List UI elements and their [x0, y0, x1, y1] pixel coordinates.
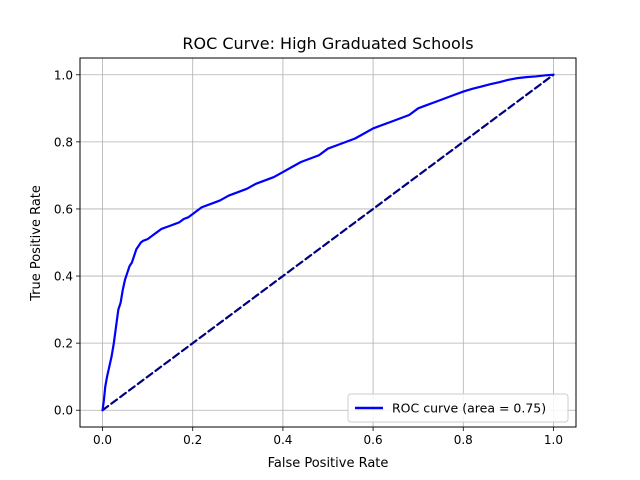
x-tick-label: 0.2: [183, 433, 202, 447]
grid-lines: [80, 58, 576, 427]
roc-curve-line: [101, 73, 555, 412]
x-tick-label: 1.0: [544, 433, 563, 447]
y-axis-label: True Positive Rate: [29, 185, 44, 302]
y-tick-label: 0.8: [54, 135, 73, 149]
y-tick-label: 0.0: [54, 404, 73, 418]
x-tick-label: 0.0: [93, 433, 112, 447]
chart-title: ROC Curve: High Graduated Schools: [182, 34, 473, 53]
chance-diagonal-line: [101, 73, 555, 412]
legend-box: [347, 393, 569, 423]
legend: ROC curve (area = 0.75): [347, 393, 569, 423]
y-tick-label: 0.4: [54, 270, 73, 284]
y-tick-label: 1.0: [54, 68, 73, 82]
tick-layer: 0.0 0.2 0.4 0.6 0.8 1.0 0.0 0.2 0.4 0.6 0.8 1.0: [54, 68, 563, 447]
x-axis-label: False Positive Rate: [268, 456, 389, 471]
y-tick-label: 0.2: [54, 337, 73, 351]
series-layer: [101, 73, 555, 412]
x-tick-label: 0.8: [454, 433, 473, 447]
x-tick-label: 0.6: [364, 433, 383, 447]
plot-frame: [79, 57, 577, 428]
x-tick-label: 0.4: [273, 433, 292, 447]
y-tick-label: 0.6: [54, 202, 73, 216]
legend-label-roc: ROC curve (area = 0.75): [392, 401, 546, 416]
